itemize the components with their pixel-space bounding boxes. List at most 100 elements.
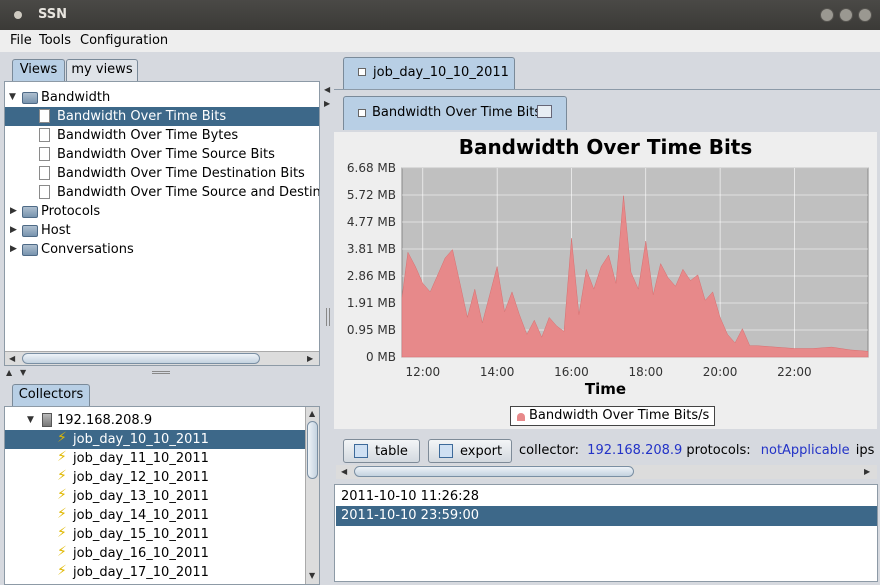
menu-configuration[interactable]: Configuration	[80, 33, 169, 48]
list-item[interactable]: 2011-10-10 11:26:28	[341, 489, 480, 504]
lightning-icon: ⚡	[57, 449, 67, 465]
tree-item-conversations[interactable]: ▶ Conversations	[5, 240, 319, 259]
folder-icon	[22, 92, 38, 104]
collapse-right-icon[interactable]: ▶	[324, 99, 331, 108]
folder-icon	[22, 206, 38, 218]
collapse-left-icon[interactable]: ◀	[324, 85, 331, 94]
export-icon	[439, 444, 453, 458]
chart-panel: Bandwidth Over Time Bits 6.68 MB 5.72 MB 4…	[334, 132, 877, 429]
export-button[interactable]: export	[428, 439, 512, 463]
tree-item-protocols[interactable]: ▶ Protocols	[5, 202, 319, 221]
scroll-up-icon[interactable]: ▲	[309, 409, 316, 418]
lightning-icon: ⚡	[57, 468, 67, 484]
lightning-icon: ⚡	[57, 430, 67, 446]
collector-job-label: job_day_12_10_2011	[73, 470, 209, 485]
collector-job-item[interactable]: ⚡ job_day_10_10_2011	[5, 430, 305, 449]
chart-svg: 6.68 MB 5.72 MB 4.77 MB 3.81 MB 2.86 MB 1.91 …	[347, 161, 869, 379]
window-title: SSN	[38, 7, 68, 22]
collapse-icon[interactable]: ▶	[10, 206, 17, 216]
collector-job-item[interactable]: ⚡ job_day_11_10_2011	[5, 449, 305, 468]
title-bar: SSN	[0, 0, 880, 30]
tree-item-host[interactable]: ▶ Host	[5, 221, 319, 240]
x-tick-label: 22:00	[777, 365, 812, 379]
print-icon[interactable]	[537, 105, 552, 118]
x-tick-label: 18:00	[628, 365, 663, 379]
lightning-icon: ⚡	[57, 563, 67, 579]
views-horizontal-scrollbar[interactable]: ◀ ▶	[5, 351, 319, 365]
y-tick-label: 5.72 MB	[347, 188, 396, 202]
tree-item-source-bits[interactable]: Bandwidth Over Time Source Bits	[5, 145, 319, 164]
scroll-right-icon[interactable]: ▶	[864, 467, 871, 476]
tree-item-label: Bandwidth Over Time Source Bits	[57, 147, 275, 162]
app-menu-icon[interactable]	[14, 11, 22, 19]
expand-icon[interactable]: ▼	[27, 415, 34, 425]
split-down-icon[interactable]: ▼	[20, 368, 27, 377]
collector-value[interactable]: 192.168.208.9	[587, 443, 683, 458]
grip-icon	[152, 371, 170, 374]
x-tick-label: 14:00	[480, 365, 515, 379]
tree-item-label: Bandwidth	[41, 90, 111, 105]
chart-legend: Bandwidth Over Time Bits/s	[510, 406, 716, 426]
tab-view-label: Bandwidth Over Time Bits	[372, 105, 542, 120]
collector-job-label: job_day_16_10_2011	[73, 546, 209, 561]
tab-status-icon	[358, 109, 366, 117]
protocols-label: protocols:	[686, 443, 751, 458]
tree-item-bandwidth[interactable]: ▼ Bandwidth	[5, 88, 319, 107]
y-tick-label: 0.95 MB	[347, 323, 396, 337]
tree-item-bandwidth-over-time-bits[interactable]: Bandwidth Over Time Bits	[5, 107, 319, 126]
filter-summary: collector: 192.168.208.9 protocols: notA…	[519, 443, 877, 458]
collector-job-item[interactable]: ⚡ job_day_14_10_2011	[5, 506, 305, 525]
tab-view[interactable]: Bandwidth Over Time Bits	[343, 96, 567, 130]
minimize-icon[interactable]	[820, 8, 834, 22]
document-icon	[39, 128, 50, 142]
menu-file[interactable]: File	[10, 33, 32, 48]
list-item[interactable]: 2011-10-10 23:59:00	[336, 506, 877, 526]
main-splitter[interactable]: ◀ ▶	[324, 52, 332, 585]
tab-views[interactable]: Views	[12, 59, 65, 81]
collector-job-label: job_day_13_10_2011	[73, 489, 209, 504]
tab-collectors[interactable]: Collectors	[12, 384, 90, 406]
tree-item-label: Bandwidth Over Time Bits	[57, 109, 227, 124]
scroll-left-icon[interactable]: ◀	[341, 467, 348, 476]
collector-job-item[interactable]: ⚡ job_day_17_10_2011	[5, 563, 305, 582]
chart-title: Bandwidth Over Time Bits	[458, 135, 753, 159]
expand-icon[interactable]: ▼	[9, 92, 16, 102]
tab-divider	[334, 89, 880, 90]
tree-item-label: Bandwidth Over Time Destination Bits	[57, 166, 305, 181]
split-up-icon[interactable]: ▲	[6, 368, 13, 377]
tab-job-label: job_day_10_10_2011	[373, 65, 509, 80]
document-icon	[39, 166, 50, 180]
scrollbar-thumb[interactable]	[307, 421, 318, 479]
scroll-right-icon[interactable]: ▶	[307, 354, 314, 363]
collector-job-item[interactable]: ⚡ job_day_13_10_2011	[5, 487, 305, 506]
collector-job-item[interactable]: ⚡ job_day_15_10_2011	[5, 525, 305, 544]
tree-item-destination-bits[interactable]: Bandwidth Over Time Destination Bits	[5, 164, 319, 183]
collector-job-item[interactable]: ⚡ job_day_12_10_2011	[5, 468, 305, 487]
collector-job-label: job_day_15_10_2011	[73, 527, 209, 542]
protocols-value[interactable]: notApplicable	[760, 443, 850, 458]
close-icon[interactable]	[858, 8, 872, 22]
scroll-left-icon[interactable]: ◀	[9, 354, 16, 363]
menu-tools[interactable]: Tools	[39, 33, 72, 48]
split-divider[interactable]: ▲ ▼	[0, 368, 324, 378]
maximize-icon[interactable]	[839, 8, 853, 22]
collapse-icon[interactable]: ▶	[10, 225, 17, 235]
table-button[interactable]: table	[343, 439, 420, 463]
tab-my-views[interactable]: my views	[66, 59, 138, 81]
collapse-icon[interactable]: ▶	[10, 244, 17, 254]
y-tick-label: 1.91 MB	[347, 296, 396, 310]
scrollbar-thumb[interactable]	[22, 353, 260, 364]
tree-item-host-ip[interactable]: ▼ 192.168.208.9	[5, 411, 319, 430]
tab-job[interactable]: job_day_10_10_2011	[343, 57, 515, 89]
views-tree: ▼ Bandwidth Bandwidth Over Time Bits Ban…	[4, 81, 320, 366]
x-axis-label: Time	[584, 380, 627, 398]
toolbar-horizontal-scrollbar[interactable]: ◀ ▶	[336, 465, 877, 479]
scroll-down-icon[interactable]: ▼	[309, 571, 316, 580]
scrollbar-thumb[interactable]	[354, 466, 634, 477]
grip-icon	[326, 308, 330, 326]
tree-item-source-and-destination[interactable]: Bandwidth Over Time Source and Destinat	[5, 183, 319, 202]
collectors-vertical-scrollbar[interactable]: ▲ ▼	[305, 407, 319, 584]
tree-item-bandwidth-over-time-bytes[interactable]: Bandwidth Over Time Bytes	[5, 126, 319, 145]
collector-job-item[interactable]: ⚡ job_day_16_10_2011	[5, 544, 305, 563]
document-icon	[39, 185, 50, 199]
